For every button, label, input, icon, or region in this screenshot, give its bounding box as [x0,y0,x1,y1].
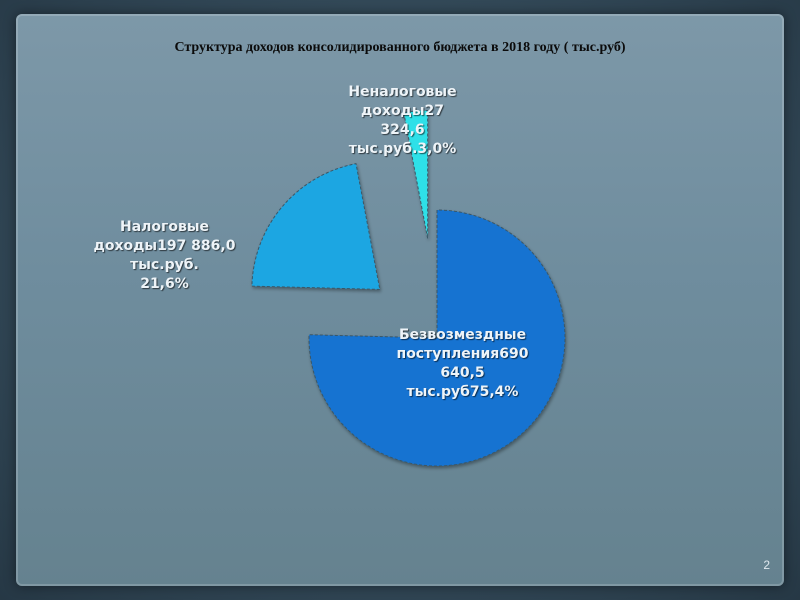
content-panel [16,14,784,586]
chart-title: Структура доходов консолидированного бюд… [174,40,626,55]
page-number: 2 [763,558,770,572]
slice-label-bezvozmezdnye: Безвозмездные поступления690 640,5 тыс.р… [396,327,529,400]
pie-slice-nalogovye [251,163,381,290]
pie-slice-bezvozmezdnye [308,209,566,467]
slice-label-nalogovye: Налоговые доходы197 886,0 тыс.руб. 21,6% [93,219,236,292]
pie-slice-nenalogovye [403,109,429,239]
slice-label-nenalogovye: Неналоговые доходы27 324,6 тыс.руб.3,0% [348,84,457,157]
